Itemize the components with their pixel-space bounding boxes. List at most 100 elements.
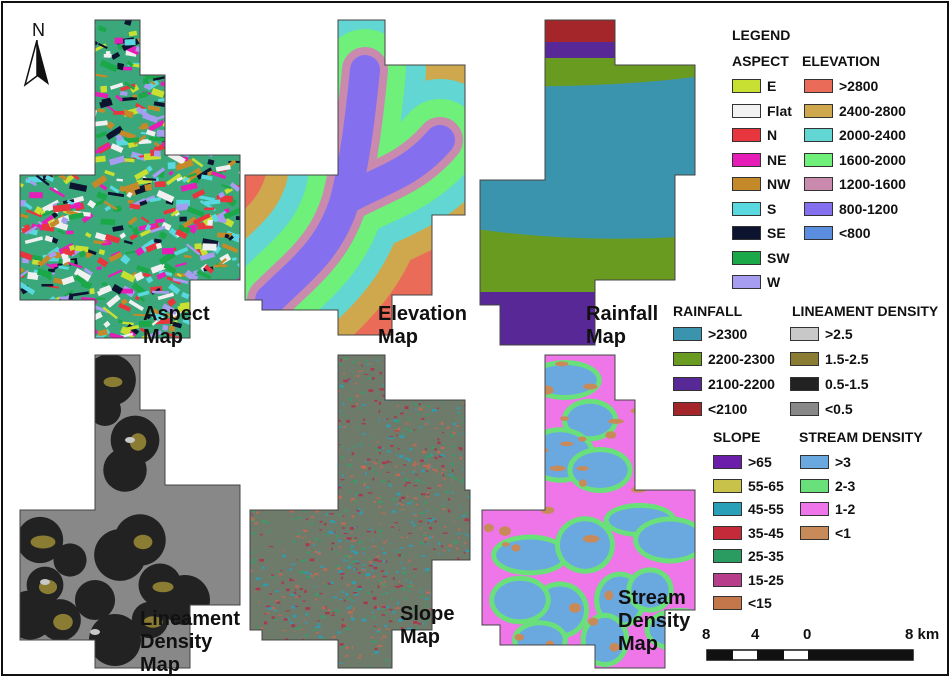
elevation-legend-label: 2400-2800 [839,102,906,119]
aspect-legend-swatch [732,275,761,289]
elevation-legend-label: 1200-1600 [839,176,906,192]
aspect-legend-label: SW [767,249,790,266]
slope-legend-swatch [713,455,742,469]
elevation-legend-label: <800 [839,225,871,241]
aspect-legend-item: S [732,200,776,218]
stream-legend-item: 1-2 [800,500,855,518]
slope-legend-label: 25-35 [748,548,784,564]
rainfall-legend-swatch [673,352,702,366]
legend-title: LEGEND [732,27,791,43]
elevation-legend-label: 2000-2400 [839,127,906,143]
elevation-map-title: Elevation Map [378,303,467,348]
lineament-legend-swatch [790,377,819,391]
scale-bar [706,649,914,661]
north-label: N [32,20,45,40]
rainfall-legend-label: 2100-2200 [708,376,775,392]
aspect-map-title: Aspect Map [143,303,210,348]
elevation-legend-label: >2800 [839,78,879,94]
elevation-legend-item: 2000-2400 [804,126,906,144]
rainfall-legend-swatch [673,327,702,341]
lineament-legend-item: >2.5 [790,325,853,343]
slope-legend-label: <15 [748,595,772,611]
lineament-legend-label: 0.5-1.5 [825,376,869,392]
slope-legend-label: 55-65 [748,477,784,494]
aspect-legend-label: Flat [767,102,792,119]
aspect-legend-item: SE [732,224,786,242]
lineament-legend-swatch [790,402,819,416]
rainfall-legend-swatch [673,377,702,391]
aspect-legend-swatch [732,177,761,191]
slope-legend-label: 35-45 [748,524,784,541]
slope-legend-label: >65 [748,454,772,470]
slope-legend-item: 45-55 [713,500,784,518]
slope-legend-item: 15-25 [713,571,784,589]
elevation-map [245,20,465,335]
aspect-legend-label: N [767,127,778,143]
elevation-legend-heading: ELEVATION [802,53,881,69]
aspect-legend-item: W [732,273,780,291]
aspect-legend-swatch [732,201,761,216]
aspect-legend-label: E [767,78,777,94]
slope-legend-swatch [713,596,742,610]
aspect-legend-label: W [767,274,781,290]
slope-legend-heading: SLOPE [713,429,761,445]
slope-map-title: Slope Map [400,603,455,648]
elevation-legend-swatch [804,79,833,93]
stream-map-title: Stream Density Map [618,587,691,655]
lineament-legend-label: 1.5-2.5 [825,351,869,367]
aspect-legend-swatch [732,79,761,93]
aspect-legend-heading: ASPECT [732,53,789,69]
rainfall-legend-item: 2100-2200 [673,375,775,393]
elevation-legend-swatch [804,201,833,216]
aspect-legend-item: NW [732,175,790,193]
slope-legend-swatch [713,572,742,587]
aspect-legend-label: NW [767,176,791,192]
elevation-legend-item: <800 [804,224,871,242]
elevation-legend-item: 800-1200 [804,200,898,218]
elevation-legend-item: 1600-2000 [804,151,906,169]
slope-legend-swatch [713,502,742,516]
aspect-legend-label: NE [767,151,787,168]
rainfall-map-title: Rainfall Map [586,303,659,348]
slope-legend-swatch [713,478,742,493]
lineament-legend-swatch [790,327,819,341]
stream-legend-item: >3 [800,453,851,471]
stream-legend-label: 2-3 [835,477,856,494]
elevation-legend-label: 800-1200 [839,200,899,217]
slope-legend-swatch [713,549,742,563]
rainfall-legend-item: <2100 [673,400,747,418]
lineament-map-title: Lineament Density Map [140,608,241,676]
rainfall-legend-heading: RAINFALL [673,303,743,319]
lineament-legend-item: 1.5-2.5 [790,350,869,368]
scale-tick-mid: 4 [751,626,760,643]
slope-legend-item: 25-35 [713,547,784,565]
stream-legend-heading: STREAM DENSITY [799,429,923,445]
rainfall-legend-label: 2200-2300 [708,351,775,367]
aspect-legend-label: S [767,200,777,217]
lineament-legend-heading: LINEAMENT DENSITY [792,303,939,319]
lineament-legend-item: 0.5-1.5 [790,375,869,393]
elevation-legend-item: >2800 [804,77,878,95]
stream-legend-label: 1-2 [835,501,856,517]
aspect-legend-item: NE [732,151,786,169]
stream-legend-swatch [800,478,829,493]
elevation-legend-swatch [804,128,833,142]
stream-legend-label: <1 [835,524,851,541]
aspect-legend-item: SW [732,249,790,267]
slope-legend-item: 35-45 [713,524,784,542]
aspect-legend-item: Flat [732,102,792,120]
lineament-legend-item: <0.5 [790,400,853,418]
aspect-legend-swatch [732,152,761,167]
slope-legend-item: 55-65 [713,477,784,495]
elevation-legend-swatch [804,103,833,118]
elevation-legend-item: 2400-2800 [804,102,906,120]
rainfall-legend-item: 2200-2300 [673,350,775,368]
stream-legend-item: 2-3 [800,477,855,495]
slope-legend-item: <15 [713,594,772,612]
north-arrow-icon [23,40,49,87]
elevation-legend-swatch [804,177,833,191]
scale-tick-left: 8 [702,626,711,643]
aspect-legend-label: SE [767,225,786,241]
